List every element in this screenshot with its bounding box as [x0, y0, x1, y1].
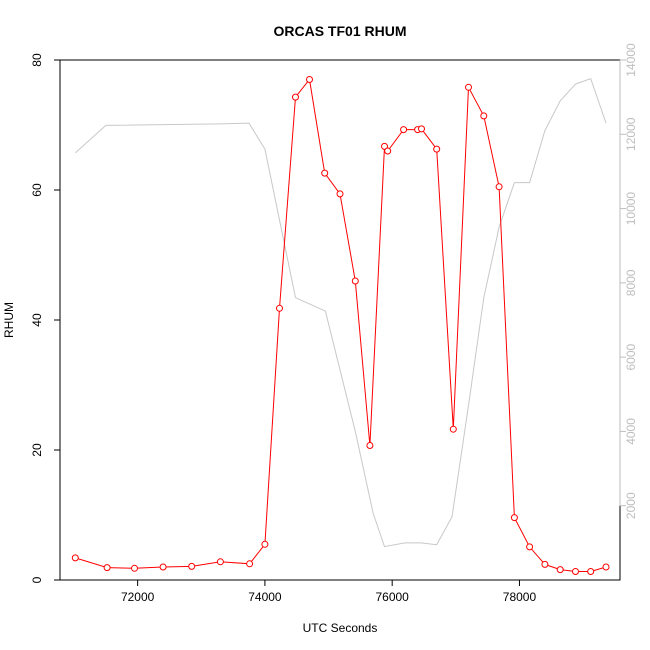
series-line-left-axis [75, 78, 607, 572]
data-point [495, 183, 503, 191]
y-tick-label-right: 10000 [624, 192, 638, 226]
data-point [465, 83, 472, 91]
data-point [381, 142, 388, 150]
data-point [541, 560, 549, 568]
y-axis-left: 0 20 40 60 80 [30, 53, 61, 583]
data-point [336, 190, 344, 198]
x-tick-label: 74000 [248, 590, 282, 604]
plot-frame [59, 59, 621, 581]
data-point [188, 562, 196, 570]
data-point [103, 564, 111, 572]
y-tick-label-left: 80 [30, 53, 44, 67]
y-tick-label-right: 8000 [624, 269, 638, 296]
data-point [321, 169, 329, 177]
chart-title: ORCAS TF01 RHUM [273, 23, 406, 39]
data-point [418, 125, 425, 133]
data-point [572, 568, 579, 575]
data-point [602, 563, 610, 571]
y-tick-label-right: 2000 [624, 492, 638, 519]
data-point [276, 304, 283, 312]
data-point [400, 126, 408, 134]
y-tick-label-right: 6000 [624, 343, 638, 370]
data-point [449, 425, 457, 433]
data-point [587, 568, 595, 575]
x-axis: 72000 74000 76000 78000 [121, 579, 537, 604]
y-tick-label-left: 0 [30, 576, 44, 583]
y-axis-label: RHUM [2, 302, 16, 338]
data-point [292, 93, 299, 101]
data-point [526, 543, 534, 551]
y-tick-label-right: 12000 [624, 117, 638, 151]
data-point [366, 442, 374, 449]
x-axis-label: UTC Seconds [303, 621, 378, 635]
y-tick-label-left: 40 [30, 313, 44, 327]
data-point [261, 540, 269, 548]
data-point [384, 147, 392, 155]
y-tick-label-left: 20 [30, 443, 44, 457]
series-line-right-axis [74, 77, 607, 548]
data-point [556, 566, 564, 574]
x-tick-label: 76000 [375, 590, 409, 604]
data-point [351, 277, 359, 285]
series-lines [74, 77, 607, 572]
y-tick-label-right: 14000 [624, 43, 638, 77]
y-axis-right: 2000 4000 6000 8000 10000 12000 14000 [619, 43, 638, 519]
data-point [306, 76, 313, 83]
data-point [480, 112, 488, 120]
data-point [216, 558, 224, 566]
y-tick-label-left: 60 [30, 183, 44, 197]
data-point [159, 563, 167, 571]
series-markers [71, 76, 610, 575]
y-tick-label-right: 4000 [624, 418, 638, 445]
data-point [246, 560, 254, 568]
x-tick-label: 78000 [503, 590, 537, 604]
data-point [433, 145, 441, 153]
data-point [510, 514, 518, 522]
x-tick-label: 72000 [121, 590, 155, 604]
data-point [71, 554, 79, 562]
data-point [131, 564, 138, 572]
